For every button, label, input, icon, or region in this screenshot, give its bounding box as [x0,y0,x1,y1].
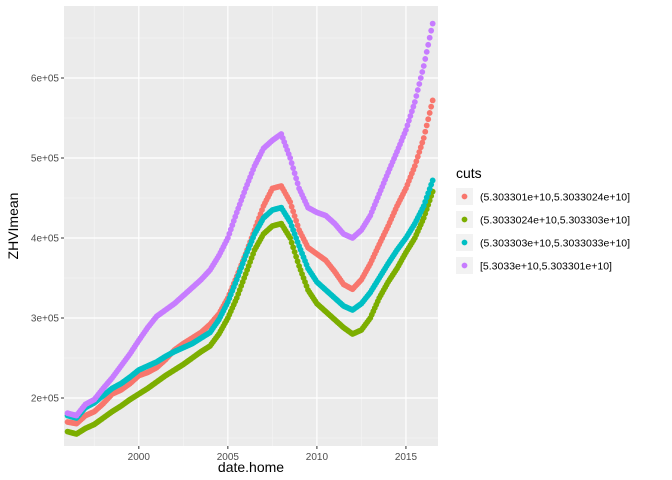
data-point [290,165,297,172]
y-tick-label: 5e+05 [31,154,60,165]
y-axis-title: ZHVImean [5,193,21,260]
legend-key-swatch [461,216,468,223]
data-points [64,20,436,437]
data-point [287,155,294,161]
x-tick-label: 2015 [395,452,418,463]
data-point [428,103,435,110]
data-point [291,249,298,255]
data-point [288,239,295,246]
data-point [287,199,294,205]
data-point [416,149,423,155]
legend-label: [5.3033e+10,5.303301e+10] [480,261,612,273]
data-point [426,34,433,41]
data-point [422,56,429,62]
x-tick-label: 2000 [128,452,151,463]
legend: cuts (5.303301e+10,5.3033024e+10] (5.3033… [456,165,630,274]
data-point [422,210,429,217]
x-axis: 2000 2005 2010 2015 [128,446,418,463]
data-point [293,175,300,182]
data-point [423,122,430,129]
data-point [414,153,421,160]
legend-key-swatch [461,193,468,200]
data-point [413,158,420,165]
y-tick-label: 2e+05 [31,394,60,405]
data-point [417,144,424,151]
y-tick-label: 4e+05 [31,234,60,245]
data-point [294,180,301,187]
data-point [406,117,412,124]
data-point [425,41,432,48]
data-point [293,217,300,224]
data-point [414,87,421,93]
data-point [419,69,426,75]
data-point [290,208,297,215]
data-point [422,128,429,135]
data-point [411,99,418,105]
legend-label: (5.3033024e+10,5.303303e+10] [480,215,630,227]
data-point [410,103,417,110]
series-2 [64,188,436,437]
data-point [291,170,298,177]
legend-label: (5.303303e+10,5.3033033e+10] [480,238,630,250]
x-tick-label: 2010 [306,452,329,463]
y-tick-label: 6e+05 [31,74,60,85]
legend-title: cuts [456,165,482,181]
data-point [425,116,432,123]
data-point [403,127,409,133]
data-point [288,160,295,166]
data-point [420,215,427,221]
data-point [291,213,298,219]
data-point [288,203,295,210]
data-point [413,93,420,99]
data-point [408,108,415,115]
data-point [420,135,427,141]
data-point [429,177,436,184]
data-point [426,110,433,116]
x-axis-title: date.home [218,459,284,475]
data-point [416,81,423,87]
legend-key-swatch [461,239,468,246]
legend-label: (5.303301e+10,5.3033024e+10] [480,192,630,204]
data-point [417,75,424,81]
y-axis: 2e+05 3e+05 4e+05 5e+05 6e+05 [31,74,64,405]
data-point [290,244,297,251]
data-point [294,222,301,229]
data-point [428,27,435,34]
data-point [423,48,430,55]
data-point [429,97,436,104]
data-point [429,20,436,27]
series-3 [64,177,436,421]
data-point [420,63,427,69]
data-point [419,139,426,146]
data-point [407,113,414,119]
data-point [293,253,300,260]
data-point [404,122,411,129]
data-point [287,235,294,241]
data-point [294,258,301,265]
y-tick-label: 3e+05 [31,314,60,325]
series-4 [64,20,436,419]
data-point [411,163,418,169]
x-tick-label: 2005 [217,452,240,463]
panel-background [64,6,438,446]
legend-key-swatch [461,262,468,269]
